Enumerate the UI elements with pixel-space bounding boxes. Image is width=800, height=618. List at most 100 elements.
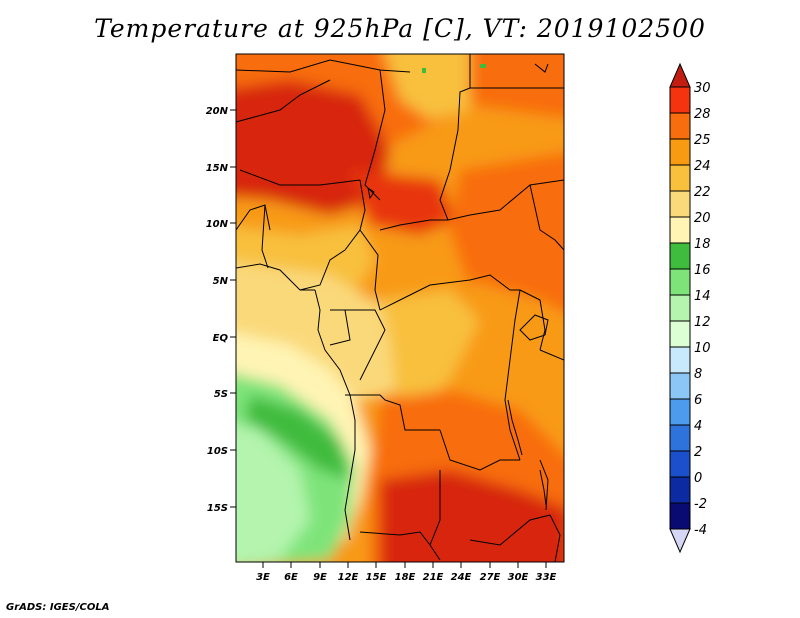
colorbar-swatch — [669, 190, 691, 218]
lon-axis: 3E 6E 9E 12E 15E 18E 21E 24E 27E 30E 33E — [256, 562, 557, 583]
field-ocean-palegreen — [236, 424, 310, 562]
border-drc-angola-north — [345, 394, 440, 431]
border-nigeria-cameroon — [299, 179, 366, 291]
colorbar-swatch — [669, 164, 691, 192]
lon-label-9e: 9E — [313, 572, 327, 583]
field-sahara-pale — [384, 54, 470, 120]
field-central-gold — [380, 290, 480, 410]
colorbar-swatch — [669, 86, 691, 114]
lat-label-10n: 10N — [206, 219, 229, 230]
border-chad-car — [379, 219, 448, 231]
lat-label-10s: 10S — [207, 446, 228, 457]
border-chad-sudan — [439, 129, 459, 221]
border-zambia-zim — [469, 514, 551, 546]
colorbar-label: 24 — [694, 159, 711, 174]
colorbar-label: 22 — [694, 185, 711, 200]
colorbar-label: 30 — [694, 81, 711, 96]
border-libya-sudan — [457, 54, 471, 131]
border-cameroon-car — [359, 229, 381, 311]
colorbar-label: 6 — [694, 393, 702, 408]
colorbar-label: 14 — [694, 289, 711, 304]
temperature-field — [236, 54, 564, 562]
colorbar-swatch — [669, 424, 691, 452]
colorbar-top-cap — [669, 62, 691, 88]
border-west-coast-gulf — [236, 263, 315, 291]
colorbar-label: 12 — [694, 315, 711, 330]
chart-title: Temperature at 925hPa [C], VT: 201910250… — [94, 14, 706, 43]
lon-label-24e: 24E — [451, 572, 472, 583]
colorbar-label: 20 — [694, 211, 711, 226]
border-angola-south — [359, 531, 441, 561]
map-frame — [235, 53, 565, 563]
border-tanzania — [539, 349, 564, 361]
border-drc-east — [504, 289, 521, 461]
colorbar-swatch — [669, 320, 691, 348]
grads-credit: GrADS: IGES/COLA — [6, 602, 110, 613]
border-ghana — [261, 204, 269, 269]
lat-label-15s: 15S — [207, 503, 228, 514]
green-patch-1 — [422, 68, 426, 73]
lon-label-15e: 15E — [366, 572, 387, 583]
colorbar-swatch — [669, 502, 691, 530]
lon-label-21e: 21E — [423, 572, 444, 583]
lat-axis: 20N 15N 10N 5N EQ 5S 10S 15S — [206, 106, 236, 514]
colorbar-label: 28 — [694, 107, 711, 122]
border-ethiopia — [529, 184, 564, 251]
lon-label-12e: 12E — [338, 572, 359, 583]
lat-label-5n: 5N — [213, 276, 229, 287]
colorbar-label: 16 — [694, 263, 711, 278]
border-lake-chad — [367, 186, 375, 200]
border-guinea — [236, 204, 271, 231]
colorbar-label: 10 — [694, 341, 711, 356]
border-niger-chad — [364, 69, 386, 201]
colorbar-swatch — [669, 242, 691, 270]
field-ocean-darkgreen — [245, 395, 350, 480]
border-sudan-ssudan — [447, 179, 564, 221]
colorbar-label: 0 — [694, 471, 702, 486]
field-chad-hot — [350, 170, 455, 235]
colorbar-swatch — [669, 294, 691, 322]
colorbar-label: -4 — [694, 523, 707, 538]
border-angola-zambia — [429, 470, 441, 546]
colorbar-swatch — [669, 138, 691, 166]
lat-label-5s: 5S — [214, 389, 228, 400]
colorbar-swatch — [669, 268, 691, 296]
border-congo — [345, 309, 386, 381]
colorbar-bottom-cap — [669, 528, 691, 554]
lon-label-27e: 27E — [480, 572, 501, 583]
colorbar-swatch — [669, 450, 691, 478]
green-patch-2 — [480, 64, 486, 68]
lon-label-6e: 6E — [284, 572, 298, 583]
colorbar-label: 25 — [694, 133, 711, 148]
lat-label-20n: 20N — [206, 106, 229, 117]
border-uganda-kenya — [519, 289, 546, 351]
colorbar-label: 8 — [694, 367, 702, 382]
border-lake-tanganyika — [507, 399, 523, 456]
colorbar-label: 2 — [694, 445, 702, 460]
lon-label-18e: 18E — [395, 572, 416, 583]
border-nile — [534, 63, 549, 73]
colorbar-swatch — [669, 476, 691, 504]
colorbar-swatch — [669, 398, 691, 426]
colorbar-label: 18 — [694, 237, 711, 252]
colorbar-label: 4 — [694, 419, 702, 434]
colorbar-label: -2 — [694, 497, 707, 512]
border-algeria-niger — [236, 59, 411, 73]
border-gabon — [329, 309, 351, 346]
colorbar-swatch — [669, 346, 691, 374]
border-coastline — [314, 289, 356, 541]
border-niger-nigeria — [239, 169, 361, 186]
colorbar-swatch — [669, 372, 691, 400]
border-malawi — [539, 459, 549, 511]
border-drc-zambia — [439, 429, 520, 471]
border-mozambique — [549, 514, 561, 562]
lat-label-15n: 15N — [206, 163, 229, 174]
border-ssudan-drc — [469, 274, 520, 291]
colorbar-swatch — [669, 112, 691, 140]
border-mali-niger — [236, 79, 331, 123]
lat-label-eq: EQ — [213, 333, 229, 344]
country-borders — [236, 54, 564, 562]
border-lake-malawi — [539, 469, 547, 506]
